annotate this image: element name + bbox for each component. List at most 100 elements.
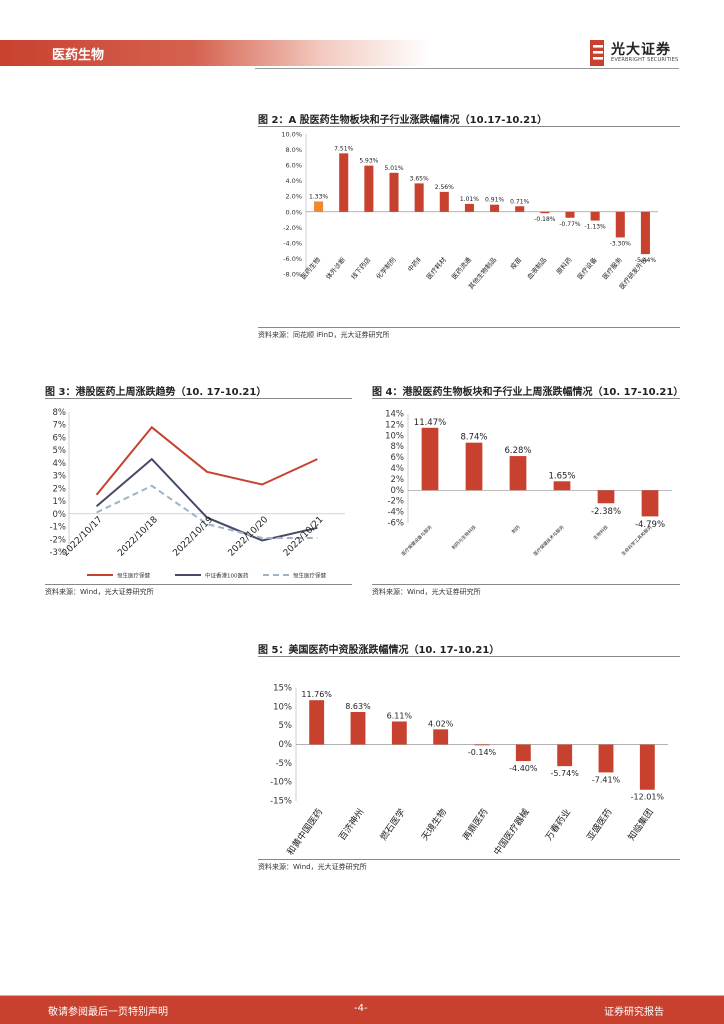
bar — [464, 203, 474, 212]
bar — [597, 490, 615, 504]
data-label: -0.18% — [534, 216, 556, 223]
ytick-label: 5% — [53, 446, 67, 456]
data-label: 1.01% — [460, 196, 479, 203]
footer-disclaimer: 敬请参阅最后一页特别声明 — [48, 1007, 168, 1018]
data-label: 0.91% — [485, 197, 504, 204]
data-label: 1.65% — [548, 471, 575, 481]
section-title: 医药生物 — [52, 48, 105, 63]
data-label: -1.13% — [585, 224, 607, 231]
header-band — [0, 40, 430, 66]
category-label: 制药 — [510, 523, 522, 535]
data-label: 1.33% — [309, 193, 328, 200]
ytick-label: 8% — [53, 408, 67, 418]
data-label: -4.79% — [635, 520, 665, 530]
category-label: 万春药业 — [543, 806, 573, 842]
ytick-label: 4% — [53, 459, 67, 469]
category-label: 医药生物 — [298, 255, 322, 281]
data-label: -12.01% — [631, 793, 665, 802]
category-label: 制药与生物科技 — [450, 523, 478, 551]
bar — [540, 211, 550, 214]
data-label: 5.01% — [384, 165, 403, 172]
data-label: 4.02% — [428, 719, 454, 728]
header-divider — [255, 68, 679, 69]
data-label: -5.44% — [635, 257, 657, 264]
fig4-title: 图 4：港股医药生物板块和子行业上周涨跌幅情况（10. 17-10.21） — [372, 387, 684, 398]
data-label: -0.14% — [468, 748, 497, 757]
category-label: 医疗保健技术与服务 — [532, 523, 566, 557]
category-label: 医疗保健设备与服务 — [400, 523, 434, 557]
data-label: 6.11% — [387, 711, 413, 720]
category-label: 和黄中国医药 — [284, 806, 325, 857]
data-label: 5.93% — [359, 158, 378, 165]
data-label: -5.74% — [551, 769, 580, 778]
ytick-label: -4% — [387, 508, 404, 518]
bar — [641, 490, 659, 517]
bar — [515, 744, 531, 762]
ytick-label: 4.0% — [285, 177, 302, 185]
xtick-label: 2022/10/18 — [116, 515, 160, 559]
xtick-label: 2022/10/19 — [171, 515, 215, 559]
category-label: 疫苗 — [508, 255, 524, 271]
ytick-label: 2% — [53, 484, 67, 494]
category-label: 线下药店 — [349, 255, 373, 281]
fig2-chart: 10.0% 8.0% 6.0% 4.0% 2.0% 0.0% -2.0% -4.0% -6.0%… — [281, 131, 658, 291]
ytick-label: 5% — [279, 721, 293, 731]
data-label: -2.38% — [591, 507, 621, 517]
ytick-label: -6% — [387, 519, 404, 529]
ytick-label: -6.0% — [283, 255, 302, 263]
legend-label: 恒生医疗保健 — [293, 572, 327, 580]
bar — [490, 204, 500, 212]
series-line — [96, 484, 318, 539]
category-label: 天境生物 — [419, 806, 449, 842]
bar — [421, 427, 439, 491]
bar — [350, 711, 366, 745]
logo-mark-icon — [590, 40, 604, 66]
bar — [389, 172, 399, 212]
category-label: 医疗耗材 — [424, 255, 448, 281]
bar — [639, 744, 655, 790]
category-label: 生物科技 — [592, 523, 610, 541]
fig3-title-rule — [45, 398, 352, 399]
bar — [640, 211, 650, 255]
ytick-label: 0.0% — [285, 208, 302, 216]
category-label: 亚盛医药 — [584, 806, 614, 842]
page-number: -4- — [354, 1003, 368, 1014]
category-label: 百济神州 — [336, 806, 366, 842]
category-label: 化学制剂 — [374, 255, 398, 281]
ytick-label: 2.0% — [285, 193, 302, 201]
ytick-label: 14% — [385, 410, 404, 420]
bar — [557, 744, 573, 767]
series-line — [95, 425, 318, 496]
bar — [439, 191, 449, 212]
ytick-label: 4% — [391, 464, 405, 474]
ytick-label: -2% — [387, 497, 404, 507]
ytick-label: 3% — [53, 472, 67, 482]
bar — [465, 442, 483, 491]
fig3-source: 资料来源：Wind，光大证券研究所 — [45, 588, 154, 596]
fig2-bottom-rule — [258, 327, 680, 328]
category-label: 再鼎医药 — [461, 807, 491, 843]
ytick-label: 0% — [279, 740, 293, 750]
bar — [391, 721, 407, 745]
data-label: 8.63% — [345, 702, 371, 711]
category-label: 中国医疗器械 — [491, 806, 532, 857]
ytick-label: -5% — [275, 759, 292, 769]
ytick-label: -3% — [49, 548, 66, 558]
ytick-label: 10% — [385, 431, 404, 441]
bar — [509, 456, 527, 491]
ytick-label: -10% — [270, 778, 292, 788]
ytick-label: -2% — [49, 535, 66, 545]
ytick-label: 12% — [385, 420, 404, 430]
ytick-label: 6% — [391, 453, 405, 463]
category-label: 医疗设备 — [575, 255, 599, 281]
category-label: 燃石医学 — [377, 806, 407, 842]
fig4-title-rule — [372, 398, 680, 399]
ytick-label: 6.0% — [285, 162, 302, 170]
fig2-title: 图 2：A 股医药生物板块和子行业涨跌幅情况（10.17-10.21） — [258, 115, 548, 126]
ytick-label: 15% — [273, 684, 292, 694]
legend-label: 恒生医疗保健 — [117, 572, 151, 580]
fig4-bottom-rule — [372, 584, 680, 585]
bar — [515, 206, 525, 212]
xtick-label: 2022/10/21 — [282, 515, 326, 559]
data-label: 11.76% — [301, 690, 332, 699]
